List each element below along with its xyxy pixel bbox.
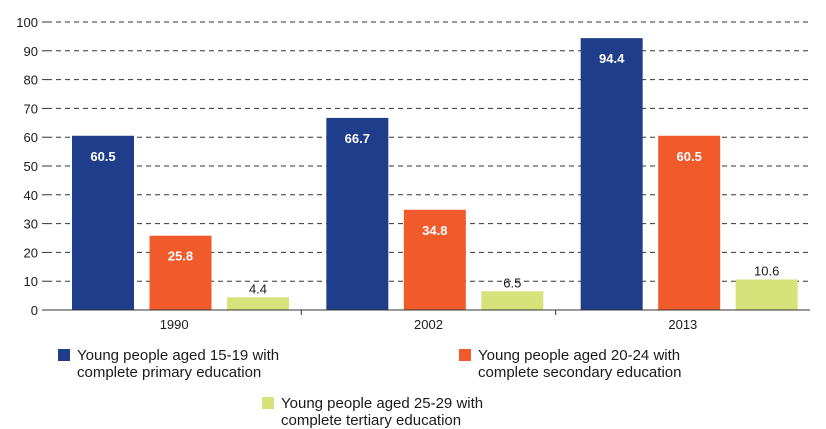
legend-item-primary: Young people aged 15-19 with complete pr… (58, 347, 279, 381)
y-tick-label-90: 90 (24, 44, 38, 59)
legend-label-primary-line2: complete primary education (77, 364, 262, 381)
y-tick-label-80: 80 (24, 73, 38, 88)
x-tick-label-2002: 2002 (414, 317, 443, 332)
y-tick-label-20: 20 (24, 245, 38, 260)
y-tick-label-40: 40 (24, 188, 38, 203)
value-label-1990-series-3: 4.4 (249, 281, 267, 296)
bar-2002-series-3 (481, 291, 544, 310)
legend-label-tertiary-line2: complete tertiary education (281, 412, 462, 429)
legend-label-secondary-line1: Young people aged 20-24 with (478, 347, 681, 364)
legend-label-primary-line1: Young people aged 15-19 with (77, 347, 280, 364)
y-tick-label-30: 30 (24, 217, 38, 232)
value-label-2013-series-1: 94.4 (599, 51, 625, 66)
y-tick-label-10: 10 (24, 274, 38, 289)
bar-1990-series-1 (72, 135, 134, 310)
bar-1990-series-3 (227, 297, 289, 310)
legend-swatch-secondary (459, 349, 471, 361)
value-label-1990-series-1: 60.5 (90, 149, 115, 164)
legend-item-tertiary: Young people aged 25-29 with complete te… (262, 395, 483, 429)
x-tick-label-1990: 1990 (160, 317, 189, 332)
x-tick-label-2013: 2013 (668, 317, 697, 332)
value-label-2002-series-1: 66.7 (345, 131, 370, 146)
bars (72, 38, 798, 311)
legend-item-secondary: Young people aged 20-24 with complete se… (459, 347, 681, 381)
value-label-2002-series-3: 6.5 (503, 275, 521, 290)
bar-chart: 0 10 20 30 40 50 60 70 80 90 100 60.5 25.8 4.4 66.7 34… (16, 15, 810, 332)
x-axis-tick-labels: 1990 2002 2013 (160, 317, 698, 332)
bar-2013-series-1 (580, 38, 643, 311)
legend-label-tertiary-line1: Young people aged 25-29 with (281, 395, 484, 412)
bar-2002-series-2 (403, 209, 466, 310)
y-tick-label-60: 60 (24, 130, 38, 145)
value-label-2013-series-3: 10.6 (754, 263, 779, 278)
bar-2013-series-2 (658, 135, 721, 310)
y-tick-label-70: 70 (24, 101, 38, 116)
legend-swatch-primary (58, 349, 70, 361)
y-tick-label-0: 0 (31, 303, 38, 318)
legend-swatch-tertiary (262, 397, 274, 409)
bar-1990-series-2 (149, 235, 212, 310)
bar-2002-series-1 (326, 117, 389, 311)
y-tick-label-50: 50 (24, 159, 38, 174)
value-label-1990-series-2: 25.8 (168, 249, 193, 264)
x-axis (47, 309, 810, 315)
y-tick-label-100: 100 (16, 15, 38, 30)
y-axis-tick-labels: 0 10 20 30 40 50 60 70 80 90 100 (16, 15, 38, 318)
value-label-2002-series-2: 34.8 (422, 223, 447, 238)
value-label-2013-series-2: 60.5 (677, 149, 702, 164)
bar-value-labels: 60.5 25.8 4.4 66.7 34.8 6.5 94.4 60.5 10.6 (90, 51, 779, 296)
bar-2013-series-3 (735, 279, 798, 310)
legend-label-secondary-line2: complete secondary education (478, 364, 682, 381)
